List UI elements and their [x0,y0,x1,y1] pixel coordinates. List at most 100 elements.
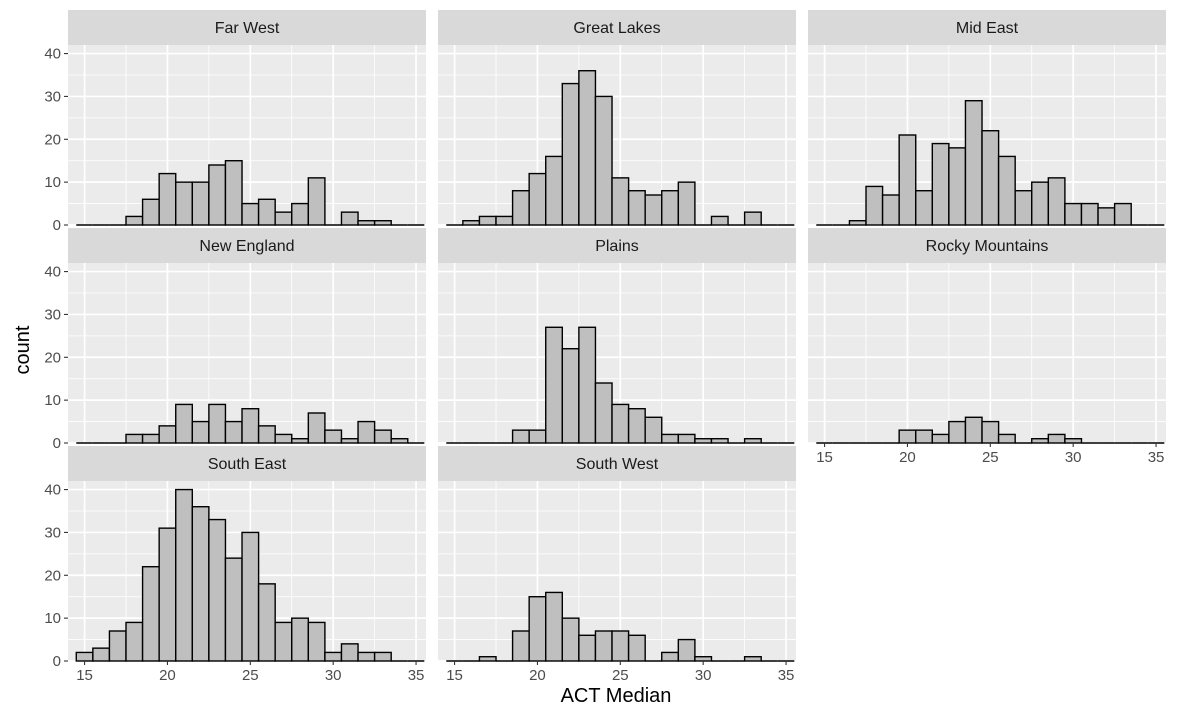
histogram-bar [75,651,94,662]
y-tick-label: 20 [44,567,61,584]
histogram-bar [594,382,613,444]
y-tick-label: 0 [53,435,61,452]
histogram-bar [677,181,696,226]
y-tick-label: 20 [44,349,61,366]
histogram-bar [881,194,900,226]
histogram-bar [915,429,934,444]
histogram-bar [694,656,713,662]
x-tick-label: 35 [408,667,425,684]
histogram-bar [677,638,696,662]
histogram-bar [644,416,663,444]
facet-title-far-west: Far West [215,20,280,37]
histogram-bar [948,147,967,226]
x-tick-label: 35 [778,667,795,684]
histogram-bar [710,438,729,444]
histogram-bar [324,429,343,444]
histogram-bar [981,420,1000,444]
histogram-bar [511,630,530,662]
histogram-bar [948,420,967,444]
histogram-bar [291,617,310,662]
histogram-bar [125,215,144,226]
y-tick-label: 30 [44,88,61,105]
histogram-bar [257,583,276,662]
histogram-bar [158,172,177,226]
histogram-bar [545,155,564,226]
histogram-bar [191,420,210,444]
histogram-bar [307,621,326,662]
y-tick-label: 40 [44,264,61,281]
histogram-bar [373,220,392,226]
panel-background-far-west [68,45,426,225]
histogram-bar [561,617,580,662]
histogram-bar [373,651,392,662]
histogram-bar [511,429,530,444]
facet-strip-plains [438,228,796,263]
facet-strip-mid-east [808,10,1166,45]
x-tick-label: 30 [1065,449,1082,466]
y-tick-label: 30 [44,524,61,541]
panel-background-rocky-mountains [808,263,1166,443]
histogram-bar [1031,181,1050,226]
facet-title-south-east: South East [208,456,287,473]
x-tick-label: 15 [446,667,463,684]
histogram-bar [981,130,1000,226]
histogram-bar [1064,438,1083,444]
y-tick-label: 40 [44,46,61,63]
histogram-bar [307,177,326,226]
histogram-bar [743,656,762,662]
histogram-bar [141,198,160,226]
histogram-bar [125,433,144,444]
histogram-bar [931,142,950,226]
facet-title-south-west: South West [576,456,659,473]
facet-strip-south-west [438,446,796,481]
histogram-bar [743,211,762,226]
histogram-bar [964,100,983,226]
y-tick-label: 0 [53,217,61,234]
histogram-bar [528,172,547,226]
x-tick-label: 15 [816,449,833,466]
histogram-bar [528,596,547,662]
histogram-bar [175,488,194,662]
histogram-bar [931,433,950,444]
histogram-bar [627,190,646,226]
facet-title-plains: Plains [595,238,639,255]
x-tick-label: 25 [612,667,629,684]
histogram-bar [478,215,497,226]
histogram-bar [578,70,597,226]
histogram-bar [257,425,276,444]
histogram-bar [594,95,613,226]
histogram-bar [661,190,680,226]
histogram-bar [1064,202,1083,226]
histogram-bar [964,416,983,444]
histogram-bar [898,429,917,444]
y-axis-title: count [12,325,34,374]
histogram-bar [627,408,646,444]
histogram-bar [578,634,597,662]
histogram-bar [241,531,260,662]
histogram-bar [274,621,293,662]
histogram-bar [611,177,630,226]
histogram-bar [241,408,260,444]
facet-strip-far-west [68,10,426,45]
histogram-bar [1031,438,1050,444]
y-tick-label: 10 [44,392,61,409]
histogram-bar [390,438,409,444]
histogram-bar [158,527,177,662]
histogram-bar [561,348,580,444]
histogram-bar [611,630,630,662]
facet-strip-south-east [68,446,426,481]
histogram-bar [191,181,210,226]
histogram-bar [324,651,343,662]
x-tick-label: 20 [899,449,916,466]
histogram-bar [694,438,713,444]
y-tick-label: 30 [44,306,61,323]
histogram-bar [175,181,194,226]
histogram-bar [125,621,144,662]
histogram-bar [208,403,227,444]
facet-title-new-england: New England [199,238,294,255]
histogram-bar [241,202,260,226]
x-tick-label: 25 [242,667,259,684]
histogram-bar [291,202,310,226]
